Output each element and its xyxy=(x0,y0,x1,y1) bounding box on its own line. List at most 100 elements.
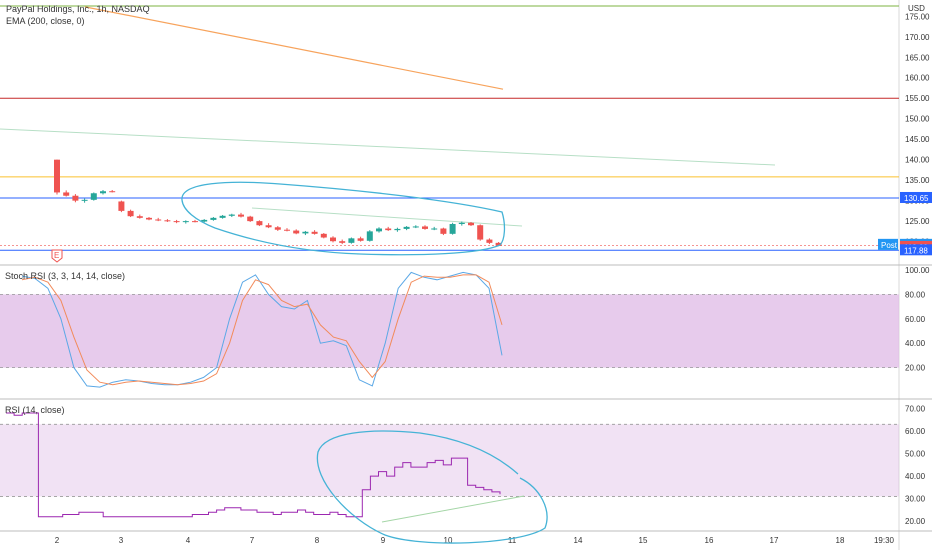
annotation-layer xyxy=(181,181,548,544)
candle-body xyxy=(201,219,208,222)
main-price-pane[interactable] xyxy=(0,5,899,251)
candle-body xyxy=(366,231,373,241)
candle-body xyxy=(458,222,465,224)
candle-body xyxy=(431,228,438,230)
time-tick-label: 16 xyxy=(705,536,714,545)
stoch-tick-label: 40.00 xyxy=(905,339,926,348)
candle-body xyxy=(210,217,217,220)
rsi-tick-label: 60.00 xyxy=(905,427,926,436)
candle-body xyxy=(284,229,290,231)
candle-body xyxy=(274,227,281,230)
candle-body xyxy=(330,237,336,242)
main-indicator-label: EMA (200, close, 0) xyxy=(6,16,85,26)
time-tick-label: 17 xyxy=(770,536,779,545)
candle-body xyxy=(311,231,318,234)
price-tick-label: 165.00 xyxy=(905,53,930,62)
price-tick-label: 160.00 xyxy=(905,74,930,83)
earnings-marker[interactable]: E xyxy=(51,249,63,263)
candle-body xyxy=(100,191,106,194)
time-tick-label: 11 xyxy=(508,536,517,545)
candle-body xyxy=(72,195,79,201)
candle-body xyxy=(394,228,401,231)
rsi-series-line xyxy=(6,412,501,518)
stoch-tick-label: 60.00 xyxy=(905,315,926,324)
candle-body xyxy=(247,216,254,222)
price-tag-background xyxy=(900,191,932,203)
stoch-tick-label: 20.00 xyxy=(905,364,926,373)
candle-body xyxy=(339,241,346,243)
candle-body xyxy=(127,210,134,217)
price-tag-background xyxy=(900,244,932,256)
stoch-title: Stoch RSI (3, 3, 14, 14, close) xyxy=(5,271,125,281)
candle-body xyxy=(219,215,226,218)
rsi-title: RSI (14, close) xyxy=(5,405,65,415)
price-tick-label: 155.00 xyxy=(905,94,930,103)
rsi-tick-label: 20.00 xyxy=(905,517,926,526)
candle-body xyxy=(192,221,198,223)
earnings-label: E xyxy=(54,251,59,260)
candle-body xyxy=(90,193,97,200)
time-tick-label: 8 xyxy=(315,536,320,545)
stoch-band xyxy=(0,294,899,368)
stoch-series-k xyxy=(21,271,503,388)
price-tick-label: 150.00 xyxy=(905,115,930,124)
stoch-tick-label: 80.00 xyxy=(905,290,926,299)
candle-body xyxy=(486,239,493,243)
price-tag-label: 117.88 xyxy=(904,246,928,255)
candle-body xyxy=(440,228,447,234)
time-tick-label: 18 xyxy=(836,536,845,545)
rsi-pane[interactable] xyxy=(0,412,899,518)
stoch-rsi-pane[interactable] xyxy=(0,271,899,388)
rsi-tick-label: 50.00 xyxy=(905,450,926,459)
candle-body xyxy=(109,191,116,193)
price-tick-label: 125.00 xyxy=(905,217,930,226)
candle-body xyxy=(477,225,484,240)
candle-body xyxy=(320,233,327,238)
candle-body xyxy=(173,221,180,223)
time-tick-label: 19:30 xyxy=(874,536,895,545)
time-tick-label: 4 xyxy=(186,536,191,545)
candle-body xyxy=(449,223,456,234)
price-tick-label: 135.00 xyxy=(905,176,930,185)
candle-body xyxy=(357,238,364,241)
time-tick-label: 7 xyxy=(250,536,255,545)
rsi-tick-label: 40.00 xyxy=(905,472,926,481)
post-tag-label: Post xyxy=(881,241,898,250)
post-tag-background xyxy=(878,238,898,250)
time-tick-label: 14 xyxy=(574,536,583,545)
time-tick-label: 15 xyxy=(639,536,648,545)
stoch-tick-label: 100.00 xyxy=(905,266,930,275)
time-tick-label: 3 xyxy=(119,536,124,545)
candle-body xyxy=(256,221,263,226)
price-tick-label: 175.00 xyxy=(905,12,930,21)
candle-body xyxy=(118,201,125,211)
stoch-series-d xyxy=(21,274,503,386)
time-tick-label: 2 xyxy=(55,536,60,545)
candle-body xyxy=(81,199,88,201)
price-tick-label: 145.00 xyxy=(905,135,930,144)
candle-body xyxy=(63,192,70,196)
price-tick-label: 170.00 xyxy=(905,33,930,42)
candle-body xyxy=(422,226,428,229)
candle-body xyxy=(155,219,162,221)
time-tick-label: 10 xyxy=(444,536,453,545)
price-tick-label: 140.00 xyxy=(905,156,930,165)
annotation-ellipse-price xyxy=(181,181,506,256)
annotation-ellipse-rsi xyxy=(316,430,548,544)
candle-body xyxy=(385,228,392,231)
candle-body xyxy=(348,238,355,243)
candle-body xyxy=(376,228,382,232)
rsi-tick-label: 70.00 xyxy=(905,405,926,414)
main-title: PayPal Holdings, Inc., 1h, NASDAQ xyxy=(6,4,150,14)
candle-body xyxy=(412,226,419,228)
candle-body xyxy=(403,226,410,229)
candle-body xyxy=(146,217,152,220)
candle-body xyxy=(136,216,143,218)
trend-line-short xyxy=(251,207,523,227)
ema-line xyxy=(84,6,504,90)
candle-body xyxy=(302,231,309,234)
candle-body xyxy=(293,230,300,234)
candle-body xyxy=(228,214,235,216)
currency-label: USD xyxy=(908,4,925,13)
price-tag-label: 130.65 xyxy=(904,194,929,203)
